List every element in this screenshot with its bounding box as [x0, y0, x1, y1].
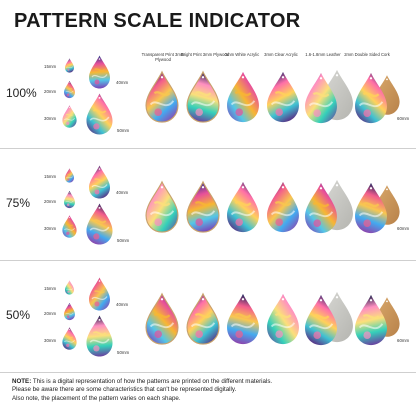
product-cork-front	[355, 72, 387, 124]
size-label-40mm: 40mm	[116, 302, 129, 307]
material-label-white-acrylic: 3mm White Acrylic	[224, 52, 260, 57]
material-label-cork: 2mm Double Sided Cork	[344, 52, 390, 57]
product-white-acrylic	[227, 181, 259, 233]
size-label-15mm: 15mm	[44, 286, 57, 291]
note-line-2: Please be aware there are some character…	[12, 386, 237, 394]
size-label-15mm: 15mm	[44, 174, 57, 179]
sample-15mm	[65, 168, 74, 183]
size-label-50mm: 50mm	[117, 128, 130, 133]
material-label-transparent-plywood: Transparent Print 3mm Plywood	[141, 52, 185, 62]
sample-50mm	[86, 93, 113, 135]
product-white-acrylic	[227, 293, 259, 345]
product-leather-front	[305, 294, 337, 346]
section-divider	[0, 148, 416, 149]
size-label-40mm: 40mm	[116, 190, 129, 195]
section-divider	[0, 372, 416, 373]
note-line-1: This is a digital representation of how …	[31, 378, 273, 385]
section-divider	[0, 260, 416, 261]
product-bright-plywood	[186, 180, 220, 233]
product-leather-front	[305, 182, 337, 234]
scale-percentage: 50%	[6, 308, 31, 322]
size-label-30mm: 30mm	[44, 116, 57, 121]
sample-40mm	[89, 277, 110, 311]
material-label-leather: 1.6-1.8mm Leather	[305, 52, 341, 57]
sample-30mm	[62, 105, 77, 128]
footer-note: NOTE: This is a digital representation o…	[12, 378, 408, 403]
size-label-50mm: 50mm	[117, 350, 130, 355]
size-label-50mm: 50mm	[117, 238, 130, 243]
product-white-acrylic	[227, 71, 259, 123]
sample-40mm	[89, 55, 110, 89]
sample-15mm	[65, 58, 74, 73]
sample-50mm	[86, 315, 113, 357]
product-bright-plywood	[186, 70, 220, 123]
sample-40mm	[89, 165, 110, 199]
sample-30mm	[62, 327, 77, 350]
size-label-20mm: 20mm	[44, 89, 57, 94]
product-transparent-plywood	[145, 70, 179, 123]
product-leather-front	[305, 72, 337, 124]
size-label-30mm: 30mm	[44, 226, 57, 231]
product-bright-plywood	[186, 292, 220, 345]
material-label-bright-plywood: Bright Print 3mm Plywood	[180, 52, 230, 57]
product-clear-acrylic	[267, 181, 299, 233]
scale-section-2: 75% 15mm 20mm 30mm 40mm 50mm 60mm	[0, 150, 416, 260]
scale-percentage: 75%	[6, 196, 31, 210]
sample-15mm	[65, 280, 74, 295]
note-label: NOTE:	[12, 378, 32, 385]
product-clear-acrylic	[267, 71, 299, 123]
product-clear-acrylic	[267, 293, 299, 345]
size-label-60mm: 60mm	[397, 226, 410, 231]
sample-20mm	[64, 190, 75, 209]
size-label-30mm: 30mm	[44, 338, 57, 343]
sample-50mm	[86, 203, 113, 245]
note-line-3: Also note, the placement of the pattern …	[12, 394, 181, 402]
size-label-60mm: 60mm	[397, 116, 410, 121]
material-label-clear-acrylic: 3mm Clear Acrylic	[264, 52, 298, 57]
sample-20mm	[64, 302, 75, 321]
product-transparent-plywood	[145, 292, 179, 345]
sample-20mm	[64, 80, 75, 99]
scale-section-3: 50% 15mm 20mm 30mm 40mm 50mm 60mm	[0, 262, 416, 372]
size-label-20mm: 20mm	[44, 311, 57, 316]
product-cork-front	[355, 294, 387, 346]
product-transparent-plywood	[145, 180, 179, 233]
sample-30mm	[62, 215, 77, 238]
size-label-15mm: 15mm	[44, 64, 57, 69]
size-label-40mm: 40mm	[116, 80, 129, 85]
page-title: PATTERN SCALE INDICATOR	[14, 10, 301, 32]
scale-percentage: 100%	[6, 86, 37, 100]
scale-section-1: 100% 15mm 20mm 30mm 40mm 50mm 60mm	[0, 40, 416, 150]
size-label-20mm: 20mm	[44, 199, 57, 204]
product-cork-front	[355, 182, 387, 234]
size-label-60mm: 60mm	[397, 338, 410, 343]
